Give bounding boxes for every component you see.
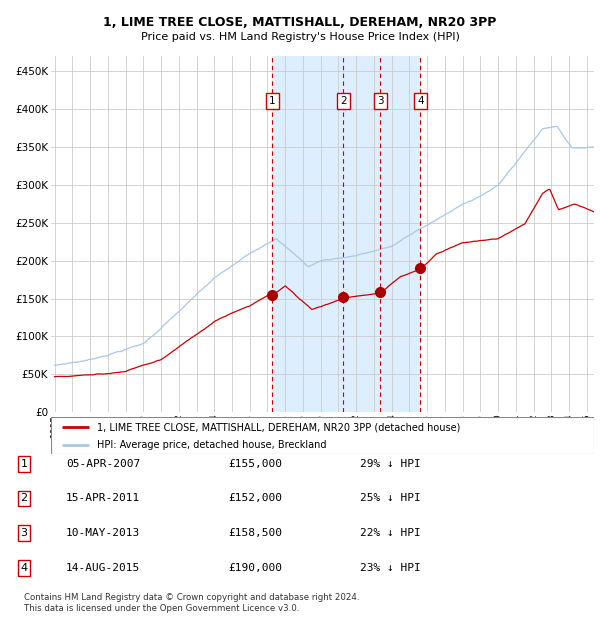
Text: 23% ↓ HPI: 23% ↓ HPI [360,563,421,573]
Text: 1, LIME TREE CLOSE, MATTISHALL, DEREHAM, NR20 3PP: 1, LIME TREE CLOSE, MATTISHALL, DEREHAM,… [103,16,497,29]
Bar [272,56,343,412]
Text: HPI: Average price, detached house, Breckland: HPI: Average price, detached house, Brec… [97,440,326,450]
Text: £152,000: £152,000 [228,494,282,503]
Text: 22% ↓ HPI: 22% ↓ HPI [360,528,421,538]
Text: 1: 1 [20,459,28,469]
Text: 15-APR-2011: 15-APR-2011 [66,494,140,503]
Text: Contains HM Land Registry data © Crown copyright and database right 2024.
This d: Contains HM Land Registry data © Crown c… [24,593,359,613]
Text: 3: 3 [377,96,383,106]
Text: 05-APR-2007: 05-APR-2007 [66,459,140,469]
Text: £190,000: £190,000 [228,563,282,573]
Text: 4: 4 [20,563,28,573]
Bar [343,56,421,412]
Text: 10-MAY-2013: 10-MAY-2013 [66,528,140,538]
Text: 3: 3 [20,528,28,538]
Text: £158,500: £158,500 [228,528,282,538]
Text: 4: 4 [417,96,424,106]
Text: 2: 2 [340,96,347,106]
Text: 14-AUG-2015: 14-AUG-2015 [66,563,140,573]
Text: 1: 1 [269,96,275,106]
Text: 1, LIME TREE CLOSE, MATTISHALL, DEREHAM, NR20 3PP (detached house): 1, LIME TREE CLOSE, MATTISHALL, DEREHAM,… [97,422,461,432]
Text: 25% ↓ HPI: 25% ↓ HPI [360,494,421,503]
Text: 2: 2 [20,494,28,503]
Text: Price paid vs. HM Land Registry's House Price Index (HPI): Price paid vs. HM Land Registry's House … [140,32,460,42]
Text: 29% ↓ HPI: 29% ↓ HPI [360,459,421,469]
Text: £155,000: £155,000 [228,459,282,469]
